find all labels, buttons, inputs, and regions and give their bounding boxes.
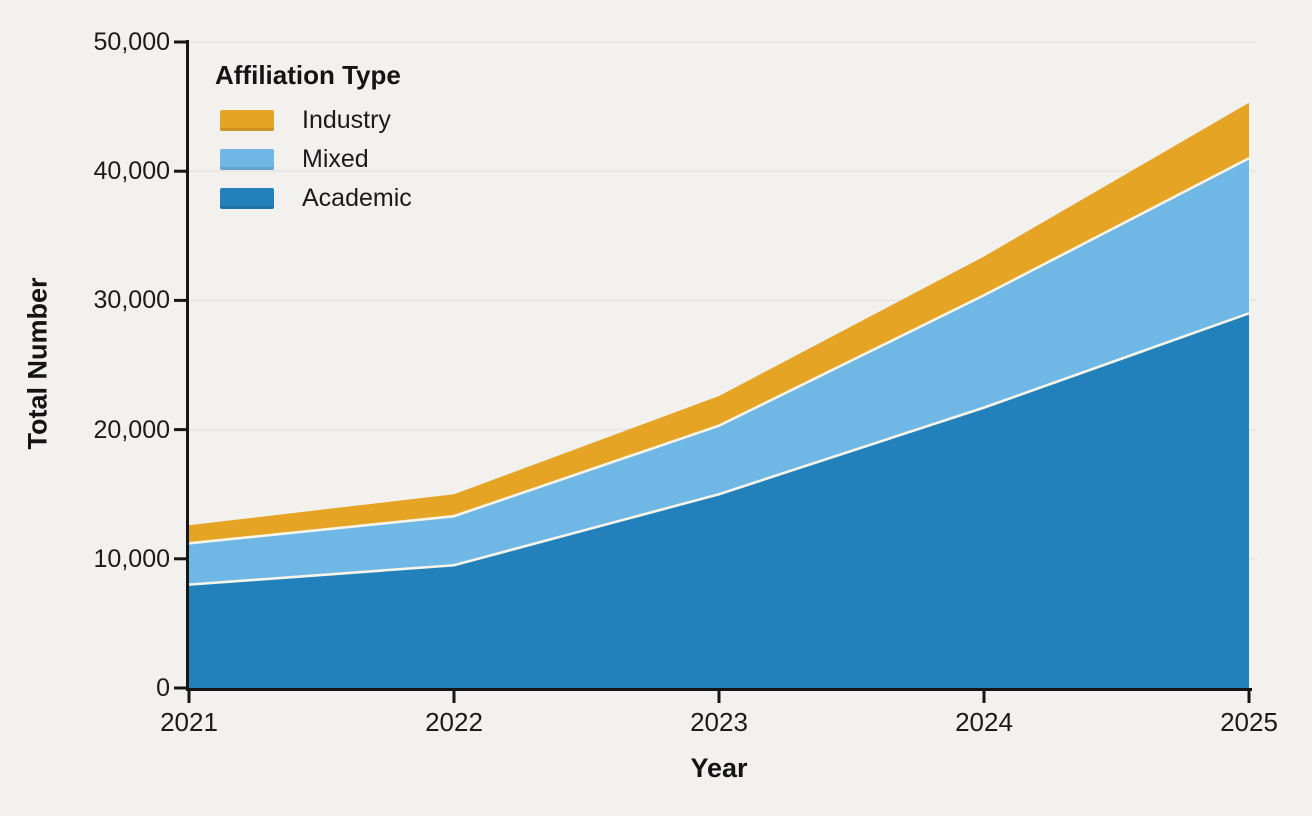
academic-color-swatch	[220, 188, 274, 209]
legend-item-mixed: Mixed	[215, 140, 412, 179]
y-tick-label: 20,000	[93, 415, 170, 444]
y-tick-label: 10,000	[93, 544, 170, 573]
x-tick-label: 2025	[1220, 707, 1278, 737]
y-axis-title: Total Number	[22, 277, 53, 450]
legend: Affiliation Type Industry Mixed Academic	[215, 60, 412, 218]
y-tick-label: 50,000	[93, 28, 170, 56]
industry-color-swatch	[220, 110, 274, 131]
x-axis-title: Year	[690, 753, 748, 783]
y-tick-label: 0	[156, 674, 170, 702]
x-tick-label: 2024	[955, 707, 1013, 737]
area-academic	[189, 313, 1249, 688]
legend-title: Affiliation Type	[215, 60, 401, 90]
x-tick-label: 2022	[425, 707, 483, 737]
y-tick-label: 30,000	[93, 286, 170, 315]
legend-item-industry: Industry	[215, 101, 412, 140]
legend-label: Industry	[302, 106, 391, 134]
y-tick-label: 40,000	[93, 157, 170, 186]
series-separator-line	[188, 312, 1250, 586]
x-tick-label: 2023	[690, 707, 748, 737]
series-separator-line	[188, 157, 1250, 545]
legend-label: Academic	[302, 184, 412, 212]
x-tick-label: 2021	[160, 707, 218, 737]
legend-item-academic: Academic	[215, 179, 412, 218]
mixed-color-swatch	[220, 149, 274, 170]
area-mixed	[189, 158, 1249, 585]
legend-label: Mixed	[302, 145, 369, 173]
